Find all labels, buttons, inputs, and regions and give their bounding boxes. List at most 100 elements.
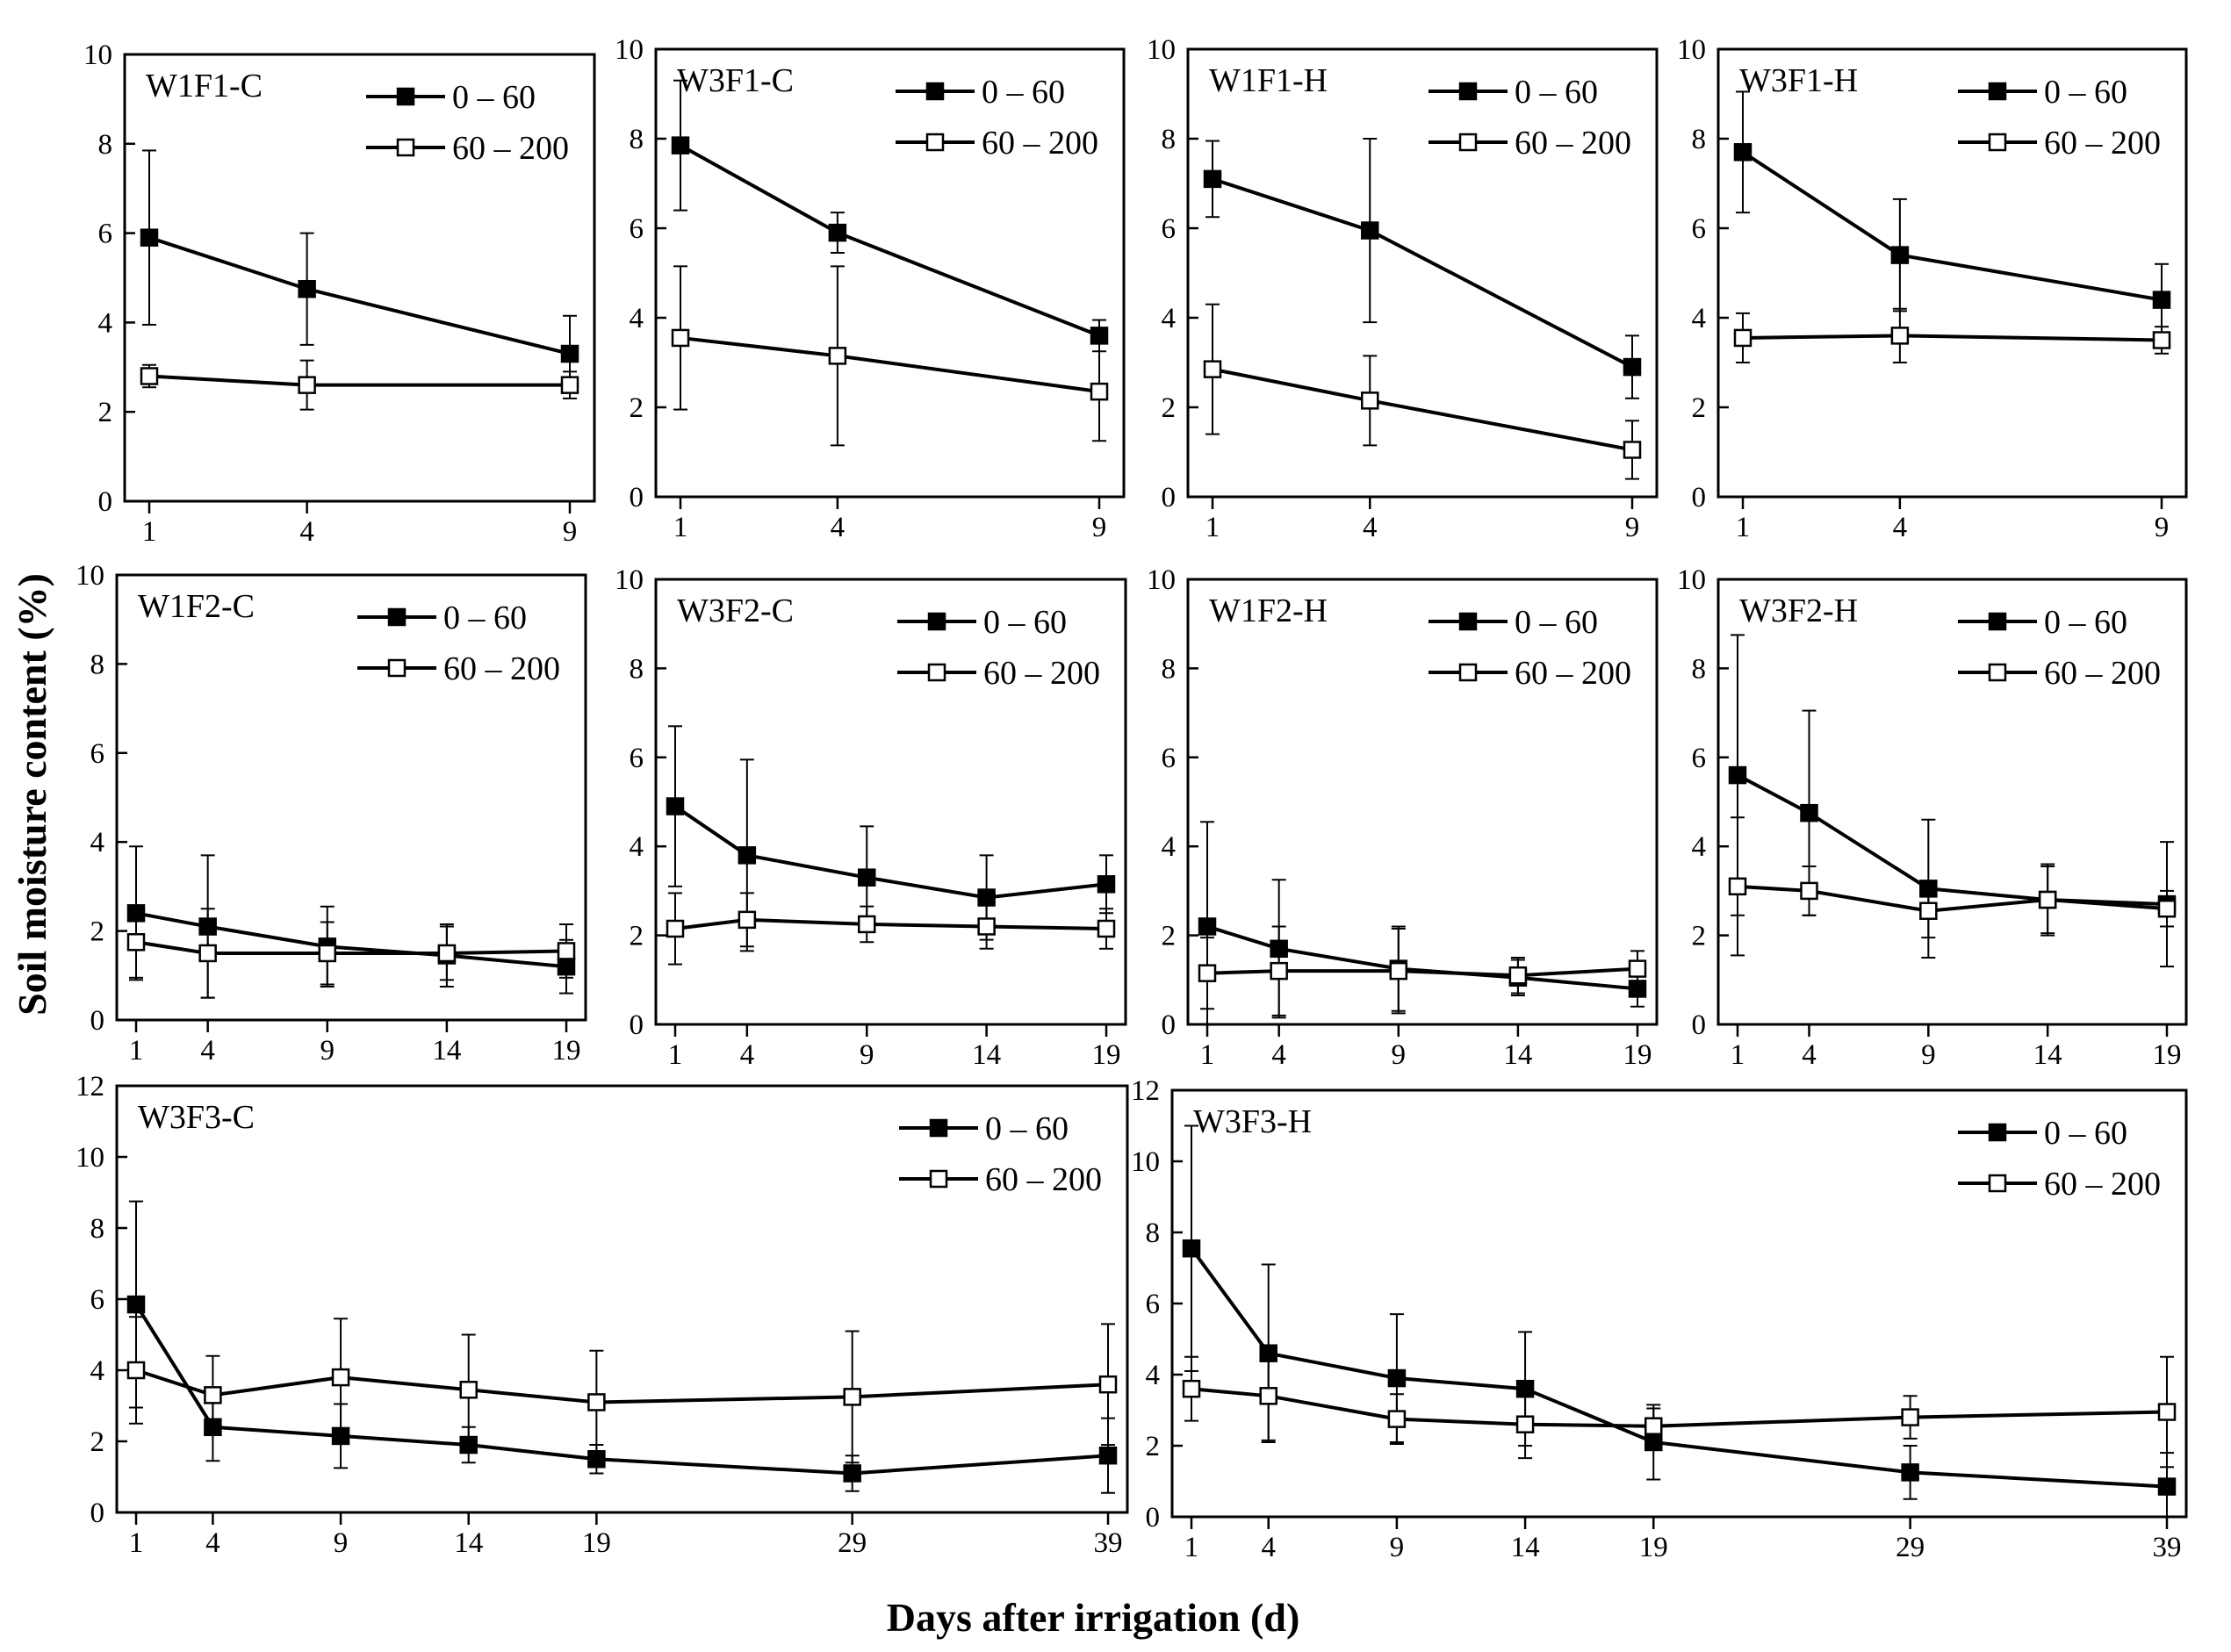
- data-point-open-square: [1733, 328, 1752, 348]
- data-point-filled-square: [560, 344, 579, 363]
- data-point-open-square: [1728, 877, 1747, 896]
- data-point-open-square: [1098, 1375, 1118, 1394]
- legend-label: 0 – 60: [1515, 604, 1598, 641]
- data-point-filled-square: [2152, 291, 2171, 309]
- x-tick-label: 9: [1092, 512, 1107, 543]
- data-point-filled-square: [298, 279, 316, 298]
- x-tick-label: 4: [740, 1039, 755, 1071]
- legend-marker: [1458, 133, 1478, 152]
- x-tick-label: 9: [1625, 512, 1640, 543]
- panel-title: W1F1-H: [1209, 62, 1328, 99]
- y-tick-label: 10: [615, 34, 644, 66]
- x-tick-label: 14: [1511, 1532, 1540, 1563]
- data-point-open-square: [1800, 881, 1818, 901]
- y-tick-label: 2: [90, 916, 105, 948]
- legend-label: 60 – 200: [443, 650, 560, 687]
- data-point-open-square: [977, 917, 996, 936]
- data-point-filled-square: [1361, 221, 1379, 240]
- y-tick-label: 2: [1692, 392, 1707, 424]
- plot-frame: [115, 1084, 1129, 1514]
- x-tick-label: 4: [205, 1527, 220, 1559]
- y-tick-label: 8: [1162, 124, 1177, 155]
- data-point-filled-square: [1800, 803, 1818, 822]
- y-tick-label: 0: [1162, 482, 1177, 514]
- x-tick-label: 4: [299, 516, 314, 548]
- panel-title: W3F1-C: [677, 62, 794, 99]
- plot-frame: [654, 47, 1126, 499]
- legend-marker: [396, 138, 415, 157]
- legend-label: 60 – 200: [983, 655, 1100, 692]
- data-point-open-square: [557, 942, 576, 960]
- y-tick-label: 2: [98, 397, 113, 428]
- legend-marker: [1458, 82, 1478, 101]
- series-line: [1190, 1247, 2168, 1489]
- y-tick-label: 4: [630, 303, 644, 334]
- data-point-open-square: [738, 910, 757, 930]
- plot-frame: [1186, 578, 1659, 1026]
- panel-title: W1F2-H: [1209, 593, 1328, 629]
- data-point-open-square: [1508, 966, 1528, 985]
- y-tick-label: 12: [76, 1071, 104, 1103]
- x-tick-label: 4: [1893, 512, 1908, 543]
- data-point-open-square: [198, 944, 217, 963]
- data-point-open-square: [1361, 391, 1379, 410]
- x-tick-label: 1: [1736, 512, 1751, 543]
- data-point-filled-square: [126, 1295, 146, 1314]
- chart-panel: 0 2 4 6 8 10 1 4 9 W3F1-H 0 – 60 60 – 200: [1677, 34, 2188, 543]
- data-point-filled-square: [1203, 169, 1222, 189]
- y-tick-label: 4: [1146, 1360, 1161, 1391]
- x-tick-label: 1: [1200, 1039, 1215, 1071]
- data-point-open-square: [1090, 382, 1109, 401]
- y-tick-label: 2: [630, 921, 644, 952]
- x-tick-label: 9: [334, 1527, 349, 1559]
- x-tick-label: 39: [1094, 1527, 1123, 1559]
- legend-marker: [927, 612, 946, 631]
- legend-label: 60 – 200: [452, 130, 569, 167]
- legend-marker: [1988, 612, 2007, 631]
- data-point-open-square: [298, 376, 316, 394]
- series-line: [1741, 150, 2163, 302]
- series-line: [148, 374, 570, 387]
- y-tick-label: 4: [1162, 303, 1177, 334]
- x-tick-label: 4: [1363, 512, 1378, 543]
- legend-marker: [929, 1118, 948, 1138]
- legend-label: 0 – 60: [2044, 74, 2127, 111]
- data-point-open-square: [318, 944, 337, 963]
- legend-marker: [1988, 133, 2007, 152]
- y-tick-label: 2: [1162, 921, 1177, 952]
- data-point-open-square: [2157, 899, 2177, 918]
- data-point-open-square: [1203, 360, 1222, 378]
- data-point-open-square: [1901, 1408, 1919, 1426]
- data-point-filled-square: [1623, 357, 1642, 377]
- legend-label: 0 – 60: [1515, 74, 1598, 111]
- data-point-filled-square: [857, 868, 876, 887]
- y-tick-label: 8: [98, 129, 113, 161]
- plot-frame: [1716, 578, 2188, 1026]
- y-tick-label: 8: [630, 653, 644, 685]
- y-tick-label: 6: [90, 738, 105, 770]
- y-tick-label: 0: [1162, 1009, 1177, 1041]
- legend-marker: [387, 607, 407, 627]
- y-tick-label: 4: [98, 307, 113, 339]
- panel-title: W3F1-H: [1739, 62, 1858, 99]
- chart-panel: 0 2 4 6 8 10 1 4 9 W3F1-C 0 – 60 60 – 200: [615, 34, 1126, 543]
- plot-frame: [1186, 47, 1659, 499]
- y-tick-label: 6: [1146, 1289, 1161, 1320]
- x-tick-label: 9: [1390, 1532, 1405, 1563]
- data-point-open-square: [126, 933, 146, 952]
- data-point-filled-square: [977, 888, 996, 907]
- legend-marker: [1988, 1123, 2007, 1142]
- y-tick-label: 8: [90, 649, 105, 680]
- x-tick-label: 9: [1392, 1039, 1407, 1071]
- x-tick-label: 1: [673, 512, 688, 543]
- legend-marker: [387, 658, 407, 678]
- data-point-open-square: [1890, 327, 1910, 345]
- chart-panel: 0 2 4 6 8 10 1 4 9 W1F1-C 0 – 60 60 – 200: [83, 40, 596, 548]
- y-tick-label: 10: [1677, 34, 1706, 66]
- x-tick-label: 19: [1092, 1039, 1121, 1071]
- series-line: [135, 1368, 1109, 1404]
- series-line: [680, 335, 1100, 394]
- data-point-open-square: [843, 1388, 861, 1406]
